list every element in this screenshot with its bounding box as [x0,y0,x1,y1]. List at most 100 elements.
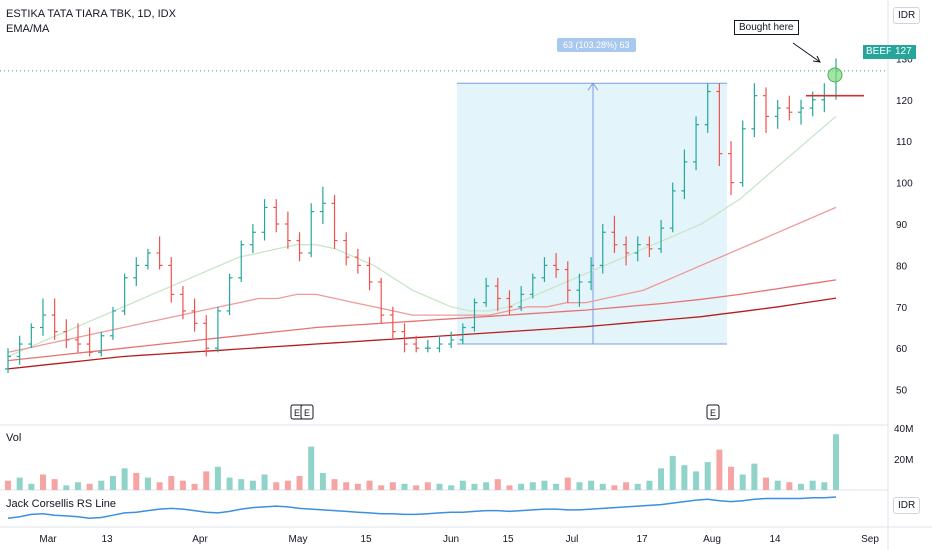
last-price-tag: 127 [891,45,916,59]
ohlc-bar [401,323,408,353]
rs-line-label[interactable]: Jack Corsellis RS Line [6,498,117,510]
time-tick-label: May [289,534,308,545]
volume-bar [191,483,198,490]
ohlc-bar [261,199,268,241]
ohlc-bar [553,252,560,278]
volume-bar [261,474,268,490]
volume-bar [378,485,385,490]
volume-bar [98,480,105,490]
volume-label[interactable]: Vol [6,432,22,444]
volume-bar [494,479,501,490]
volume-bar [238,479,245,490]
earnings-label: E [294,408,300,418]
volume-bar [821,482,828,490]
ohlc-bar [669,182,676,233]
ohlc-bar [249,224,256,253]
ohlc-bar [576,273,583,307]
measure-area [457,83,727,345]
ohlc-bar [5,348,11,374]
ohlc-bar [681,149,688,200]
volume-bar [133,472,140,490]
ticker-tag: BEEF [863,45,896,59]
price-tick-label: 90 [896,220,908,231]
bought-note-arrow [792,42,821,63]
buy-marker [827,67,843,83]
ohlc-bar [459,323,466,345]
volume-bar [518,483,525,490]
volume-bar [413,485,420,490]
ohlc-bar [354,248,361,274]
ohlc-bar [424,339,431,353]
volume-bar [448,485,455,490]
time-tick-label: Apr [192,534,208,545]
volume-bar [121,468,128,490]
ohlc-bar [798,99,805,125]
ohlc-bar [191,298,198,332]
ohlc-bar [168,257,175,303]
ohlc-bar [529,273,536,299]
time-tick-label: 15 [360,534,372,545]
ohlc-bar [448,331,455,349]
ohlc-bar [121,273,128,316]
ohlc-bar [389,306,396,340]
ohlc-bar [611,215,618,253]
volume-bar [553,483,560,490]
volume-bar [401,483,408,490]
volume-tick-label: 20M [894,455,913,466]
volume-bar [459,480,466,490]
volume-bar [588,480,595,490]
time-tick-label: 14 [769,534,781,545]
ohlc-bar [308,203,315,258]
volume-bar [611,485,618,490]
earnings-marker: E [706,404,720,420]
ohlc-bar [693,116,700,171]
ohlc-bar [634,236,641,262]
rs-currency-button[interactable]: IDR [893,497,921,514]
earnings-label: E [710,408,716,418]
volume-bar [156,482,163,490]
volume-bar [599,483,606,490]
ohlc-bar [63,319,70,349]
volume-bar [634,483,641,490]
ohlc-bar [716,83,723,167]
ohlc-bar [506,290,513,316]
currency-button[interactable]: IDR [893,7,921,24]
ohlc-bar [226,273,233,316]
ohlc-bar [98,331,105,357]
volume-bar [798,483,805,490]
price-tick-label: 120 [896,96,913,107]
volume-bar [483,482,490,490]
ohlc-bar [16,335,23,365]
earnings-box [706,404,720,420]
volume-bar [623,482,630,490]
ohlc-bar [763,87,770,133]
volume-bar [424,482,431,490]
volume-bar [541,480,548,490]
ohlc-bar [728,141,735,196]
ohlc-bar [786,95,793,121]
ma-line [7,206,837,353]
ohlc-bar [284,211,291,249]
volume-bar [51,479,58,490]
volume-bar [86,483,93,490]
ohlc-bar [483,277,490,307]
ohlc-bar [296,232,303,262]
indicator-label[interactable]: EMA/MA [6,23,50,35]
bought-note[interactable]: Bought here [734,20,799,35]
volume-bar [74,482,81,490]
rs-line [7,496,837,519]
measure-label[interactable]: 63 (103.28%) 63 [557,38,636,52]
chart-title: ESTIKA TATA TIARA TBK, 1D, IDX [6,8,176,20]
measure-tool[interactable] [457,82,727,345]
volume-bar [529,482,536,490]
moving-averages [7,115,837,370]
volume-bar [716,449,723,490]
volume-bar [506,485,513,490]
ohlc-bar [599,224,606,274]
time-tick-label: Sep [861,534,879,545]
price-tick-label: 70 [896,303,908,314]
time-tick-label: Jun [443,534,459,545]
volume-bar [319,472,326,490]
